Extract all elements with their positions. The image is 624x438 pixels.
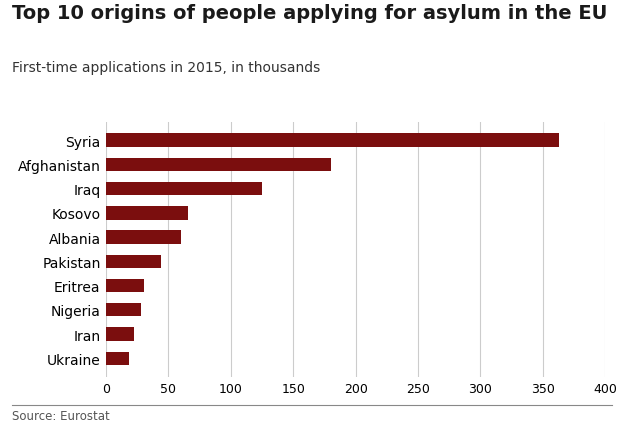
Text: Top 10 origins of people applying for asylum in the EU: Top 10 origins of people applying for as…: [12, 4, 608, 23]
Bar: [106, 255, 161, 268]
Text: Source: Eurostat: Source: Eurostat: [12, 410, 110, 423]
Bar: [106, 328, 134, 341]
Bar: [106, 183, 262, 196]
Bar: [106, 231, 181, 244]
Bar: [106, 134, 559, 148]
Bar: [106, 279, 144, 293]
Bar: [106, 159, 331, 172]
Text: First-time applications in 2015, in thousands: First-time applications in 2015, in thou…: [12, 61, 321, 75]
Bar: [106, 352, 129, 365]
Bar: [106, 304, 141, 317]
Bar: [106, 207, 188, 220]
